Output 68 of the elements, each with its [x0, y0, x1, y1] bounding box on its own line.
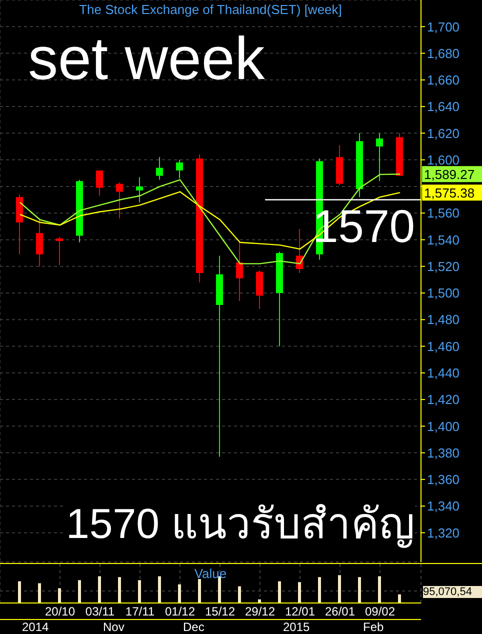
y-tick-label: 1,620 — [427, 126, 460, 141]
y-tick-label: 1,660 — [427, 72, 460, 88]
x-tick-label: 15/12 — [204, 604, 236, 619]
data-label: 1,589.27 — [424, 167, 475, 182]
text: Feb — [363, 620, 384, 634]
text: 2014 — [22, 620, 49, 634]
x-tick-label: 20/10 — [44, 604, 76, 619]
bar — [98, 576, 101, 603]
y-tick-label: 1,400 — [427, 418, 460, 434]
bar — [398, 594, 401, 603]
y-tick-label: 1,360 — [427, 472, 460, 488]
x-tick-label: 09/02 — [364, 604, 396, 619]
y-tick-label: 1,560 — [427, 206, 460, 221]
y-tick-label: 1,640 — [427, 99, 460, 114]
x-tick-label: 26/01 — [324, 604, 356, 619]
candlestick — [376, 132, 383, 182]
candlestick — [156, 156, 163, 180]
bar — [198, 579, 201, 603]
candlestick — [96, 170, 103, 196]
bar — [158, 576, 161, 603]
text: 2015 — [283, 620, 310, 634]
bar — [378, 576, 381, 603]
y-tick-label: 1,480 — [427, 312, 460, 328]
text: Nov — [103, 620, 124, 634]
data-label: 1,575.38 — [424, 186, 475, 201]
bar — [318, 577, 321, 603]
bar — [78, 580, 81, 603]
y-tick-label: 1,380 — [427, 445, 460, 460]
x-tick-label: 17/11 — [125, 604, 155, 619]
bar — [178, 584, 181, 603]
candlestick — [56, 236, 63, 266]
candlestick — [176, 159, 183, 179]
bar — [138, 580, 141, 603]
bar — [118, 577, 121, 603]
y-tick-label: 1,680 — [427, 46, 460, 61]
annotation: 1570 แนวรับสำคัญ — [66, 496, 416, 552]
x-tick-label: 03/11 — [85, 604, 115, 619]
candlestick — [36, 218, 43, 267]
y-tick-label: 1,520 — [427, 258, 460, 274]
bar — [18, 581, 21, 603]
y-tick-label: 1,700 — [427, 19, 460, 34]
bar — [338, 575, 341, 603]
y-tick-label: 1,540 — [427, 232, 460, 248]
text: 95,070,54 — [423, 586, 482, 598]
bar — [298, 582, 301, 603]
x-tick-label: 12/01 — [284, 604, 316, 619]
bar — [358, 577, 361, 603]
y-tick-label: 1,500 — [427, 286, 460, 301]
annotation: set week — [28, 24, 265, 94]
chart-title: The Stock Exchange of Thailand(SET) [week] — [78, 2, 343, 17]
y-tick-label: 1,600 — [427, 152, 460, 168]
x-tick-label: 29/12 — [244, 604, 276, 619]
candlestick — [256, 270, 263, 310]
candlestick — [236, 240, 243, 302]
candlestick — [116, 182, 123, 219]
chart-title: Value — [193, 566, 228, 581]
bar — [38, 583, 41, 603]
text: Dec — [183, 620, 204, 634]
x-tick-label: 01/12 — [164, 604, 196, 619]
candlestick — [136, 176, 143, 203]
y-tick-label: 1,340 — [427, 498, 460, 514]
bar — [238, 586, 241, 603]
y-tick-label: 1,440 — [427, 366, 460, 381]
bar — [278, 581, 281, 603]
y-tick-label: 1,320 — [427, 525, 460, 540]
bar — [58, 588, 61, 603]
y-tick-label: 1,420 — [427, 392, 460, 408]
y-tick-label: 1,460 — [427, 338, 460, 354]
